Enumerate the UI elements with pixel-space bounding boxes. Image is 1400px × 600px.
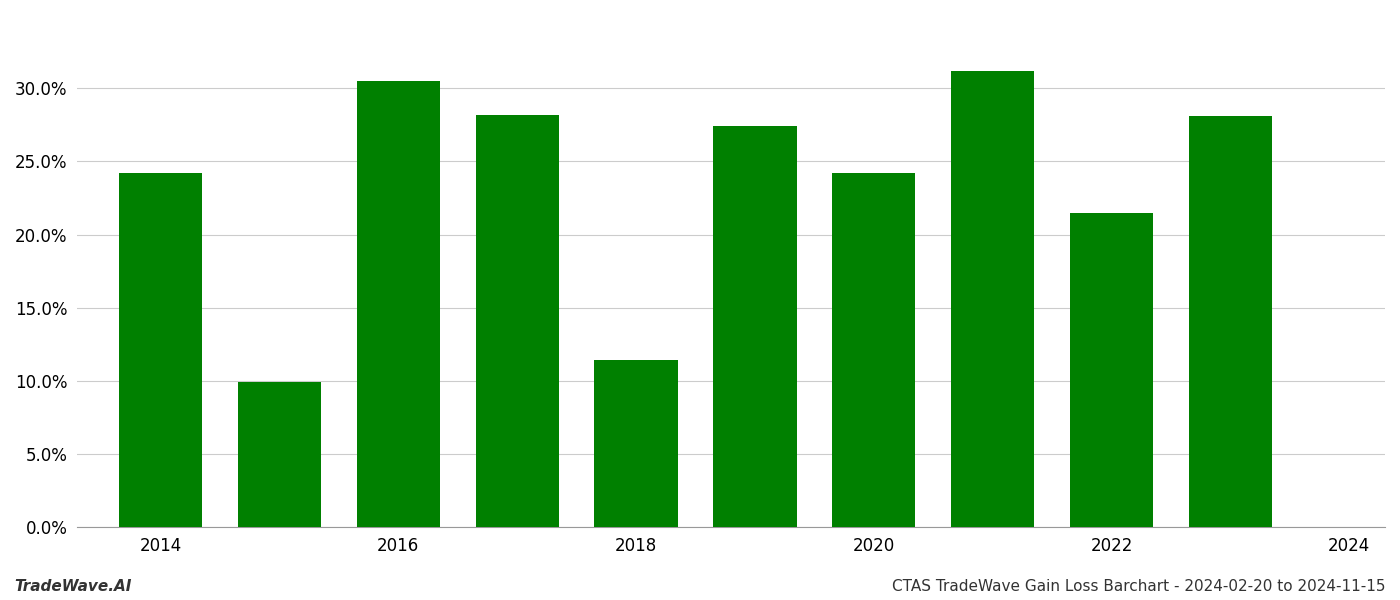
Text: TradeWave.AI: TradeWave.AI: [14, 579, 132, 594]
Bar: [1189, 116, 1273, 527]
Bar: [713, 126, 797, 527]
Bar: [119, 173, 202, 527]
Bar: [595, 361, 678, 527]
Bar: [476, 115, 559, 527]
Text: CTAS TradeWave Gain Loss Barchart - 2024-02-20 to 2024-11-15: CTAS TradeWave Gain Loss Barchart - 2024…: [893, 579, 1386, 594]
Bar: [951, 71, 1035, 527]
Bar: [832, 173, 916, 527]
Bar: [357, 81, 440, 527]
Bar: [1070, 212, 1154, 527]
Bar: [238, 382, 321, 527]
